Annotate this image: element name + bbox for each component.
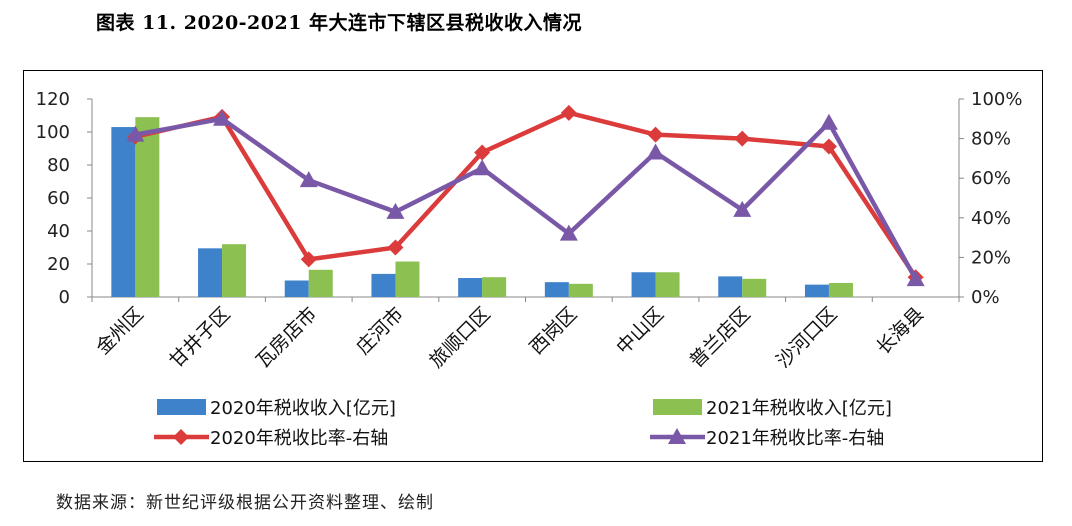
bar-2021-1 — [222, 244, 247, 297]
line-ratio-2020 — [134, 110, 918, 279]
bar-2020-6 — [631, 272, 656, 297]
marker-ratio-2021-1 — [213, 109, 232, 126]
bar-2021-7 — [742, 278, 767, 297]
marker-ratio-2020-5 — [560, 104, 577, 121]
marker-ratio-2021-2 — [299, 171, 318, 188]
bar-2021-5 — [568, 283, 593, 297]
bar-2020-2 — [284, 280, 309, 297]
x-tick-label-3: 庄河市 — [352, 303, 408, 359]
marker-ratio-2020-6 — [647, 126, 664, 143]
marker-ratio-2021-8 — [819, 113, 838, 130]
right-tick-label: 60% — [971, 168, 1011, 189]
bar-2020-7 — [718, 276, 743, 297]
legend-swatch-income-2020 — [157, 399, 206, 415]
bar-2020-3 — [371, 273, 396, 297]
bar-2021-8 — [828, 282, 853, 297]
left-tick-label: 40 — [47, 221, 70, 242]
marker-ratio-2020-4 — [474, 144, 491, 161]
marker-ratio-2021-7 — [733, 200, 752, 217]
left-tick-label: 100 — [36, 122, 70, 143]
bar-2020-1 — [198, 248, 223, 297]
x-tick-label-2: 瓦房店市 — [252, 303, 321, 372]
legend-marker-ratio-2021 — [668, 428, 686, 444]
x-tick-label-6: 中山区 — [612, 303, 668, 359]
left-tick-label: 60 — [47, 188, 70, 209]
right-tick-label: 40% — [971, 208, 1011, 229]
chart: 0 20 40 60 80 100 120 0% 20% 40% 60% 80% 100% 金州区 甘井子区… — [36, 89, 1023, 449]
bar-2021-4 — [482, 277, 507, 297]
bar-2021-2 — [308, 269, 333, 297]
x-tick-label-4: 旅顺口区 — [425, 303, 494, 372]
right-tick-label: 100% — [971, 89, 1022, 110]
marker-ratio-2021-5 — [559, 224, 578, 241]
marker-ratio-2021-4 — [473, 159, 492, 176]
x-tick-label-5: 西岗区 — [526, 303, 582, 359]
x-tick-label-1: 甘井子区 — [165, 303, 234, 372]
right-tick-label: 0% — [971, 287, 1000, 308]
marker-ratio-2020-3 — [387, 239, 404, 256]
legend-label-ratio-2021: 2021年税收比率-右轴 — [706, 428, 884, 449]
right-tick-label: 80% — [971, 129, 1011, 150]
left-tick-label: 0 — [59, 287, 70, 308]
marker-ratio-2020-8 — [820, 138, 837, 155]
bar-2020-5 — [544, 282, 569, 297]
chart-frame: 0 20 40 60 80 100 120 0% 20% 40% 60% 80% 100% 金州区 甘井子区… — [23, 70, 1043, 462]
bar-2020-0 — [111, 127, 136, 297]
source-note: 数据来源：新世纪评级根据公开资料整理、绘制 — [56, 493, 434, 513]
marker-ratio-2021-6 — [646, 143, 665, 160]
bar-2021-6 — [655, 272, 680, 297]
x-tick-label-0: 金州区 — [92, 303, 148, 359]
legend-label-income-2021: 2021年税收收入[亿元] — [706, 398, 892, 419]
x-tick-label-9: 长海县 — [872, 303, 928, 359]
marker-ratio-2021-9 — [906, 270, 925, 287]
line-ratio-2021 — [134, 116, 918, 281]
x-tick-label-7: 普兰店区 — [685, 303, 754, 372]
marker-ratio-2020-2 — [300, 251, 317, 268]
marker-ratio-2020-7 — [734, 130, 751, 147]
bar-2021-0 — [135, 117, 160, 298]
legend-label-income-2020: 2020年税收收入[亿元] — [210, 398, 396, 419]
left-tick-label: 20 — [47, 254, 70, 275]
marker-ratio-2021-3 — [386, 202, 405, 219]
chart-title: 图表 11. 2020-2021 年大连市下辖区县税收收入情况 — [96, 12, 583, 34]
legend-marker-ratio-2020 — [173, 429, 189, 445]
left-tick-label: 80 — [47, 155, 70, 176]
bar-2020-8 — [804, 284, 829, 297]
legend-swatch-income-2021 — [653, 399, 702, 415]
legend-label-ratio-2020: 2020年税收比率-右轴 — [210, 428, 388, 449]
left-tick-label: 120 — [36, 89, 70, 110]
bar-2021-3 — [395, 261, 420, 297]
right-tick-label: 20% — [971, 247, 1011, 268]
marker-ratio-2021-0 — [126, 125, 145, 142]
x-tick-label-8: 沙河口区 — [772, 303, 841, 372]
bar-2020-4 — [458, 278, 483, 297]
